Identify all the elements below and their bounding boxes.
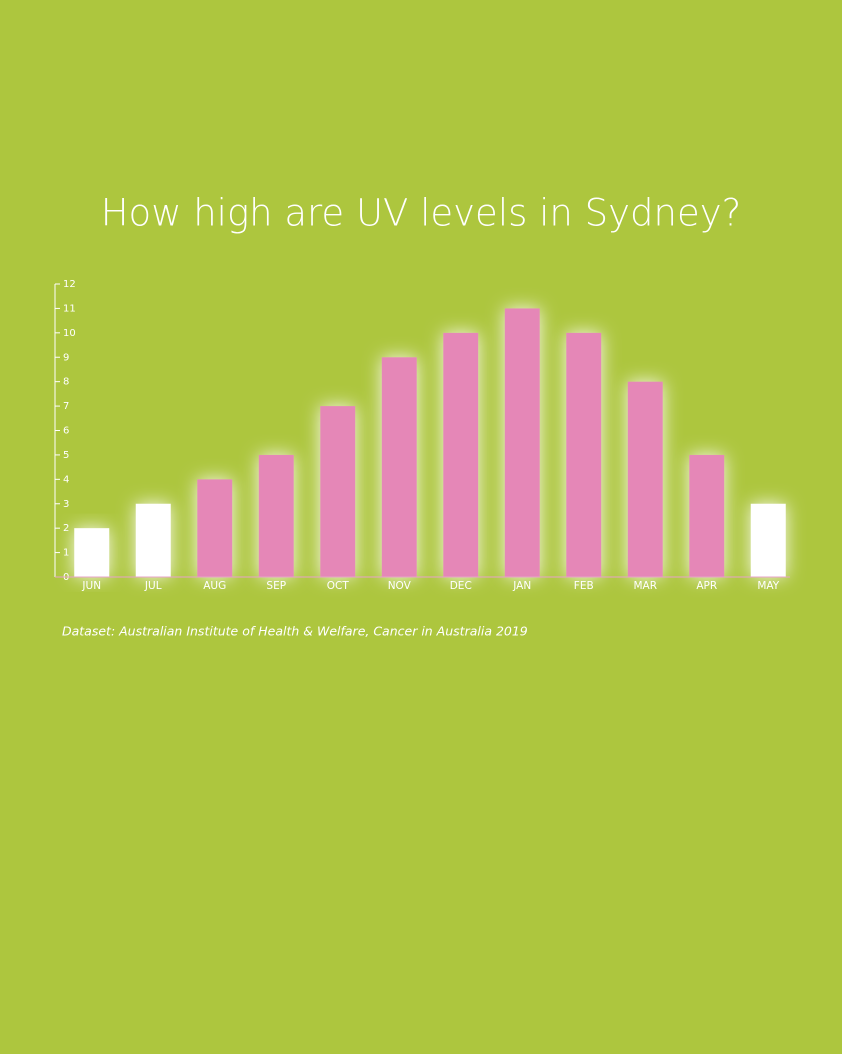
bar [197,479,233,577]
bar [135,503,171,577]
bar [320,406,356,577]
x-tick-label: MAY [757,580,779,592]
y-tick-label: 7 [63,401,69,412]
y-tick-label: 2 [63,523,69,534]
bar [504,308,540,577]
x-tick-label: NOV [388,580,412,592]
y-tick-label: 8 [63,377,69,388]
y-tick-label: 4 [63,474,69,485]
y-tick-label: 11 [63,303,76,314]
x-tick-label: JUL [144,580,162,592]
x-tick-label: MAR [633,580,657,592]
y-tick-label: 5 [63,450,69,461]
x-tick-label: FEB [574,580,594,592]
x-tick-label: JUN [81,580,101,592]
bar [689,454,725,577]
y-tick-label: 10 [63,328,76,339]
x-tick-label: SEP [266,580,286,592]
x-tick-label: OCT [327,580,350,592]
x-tick-label: JAN [512,580,531,592]
x-tick-label: APR [696,580,717,592]
x-tick-label: AUG [203,580,226,592]
bar [627,381,663,577]
y-tick-label: 12 [63,279,76,290]
bar [750,503,786,577]
bar [381,357,417,577]
y-tick-label: 1 [63,548,69,559]
bar [443,332,479,577]
bar [74,528,110,577]
y-tick-label: 3 [63,499,69,510]
bar [258,454,294,577]
chart-title: How high are UV levels in Sydney? [101,192,742,235]
y-tick-label: 9 [63,352,69,363]
x-tick-label: DEC [450,580,472,592]
source: Dataset: Australian Institute of Health … [62,624,528,639]
bar [566,332,602,577]
y-tick-label: 6 [63,426,69,437]
